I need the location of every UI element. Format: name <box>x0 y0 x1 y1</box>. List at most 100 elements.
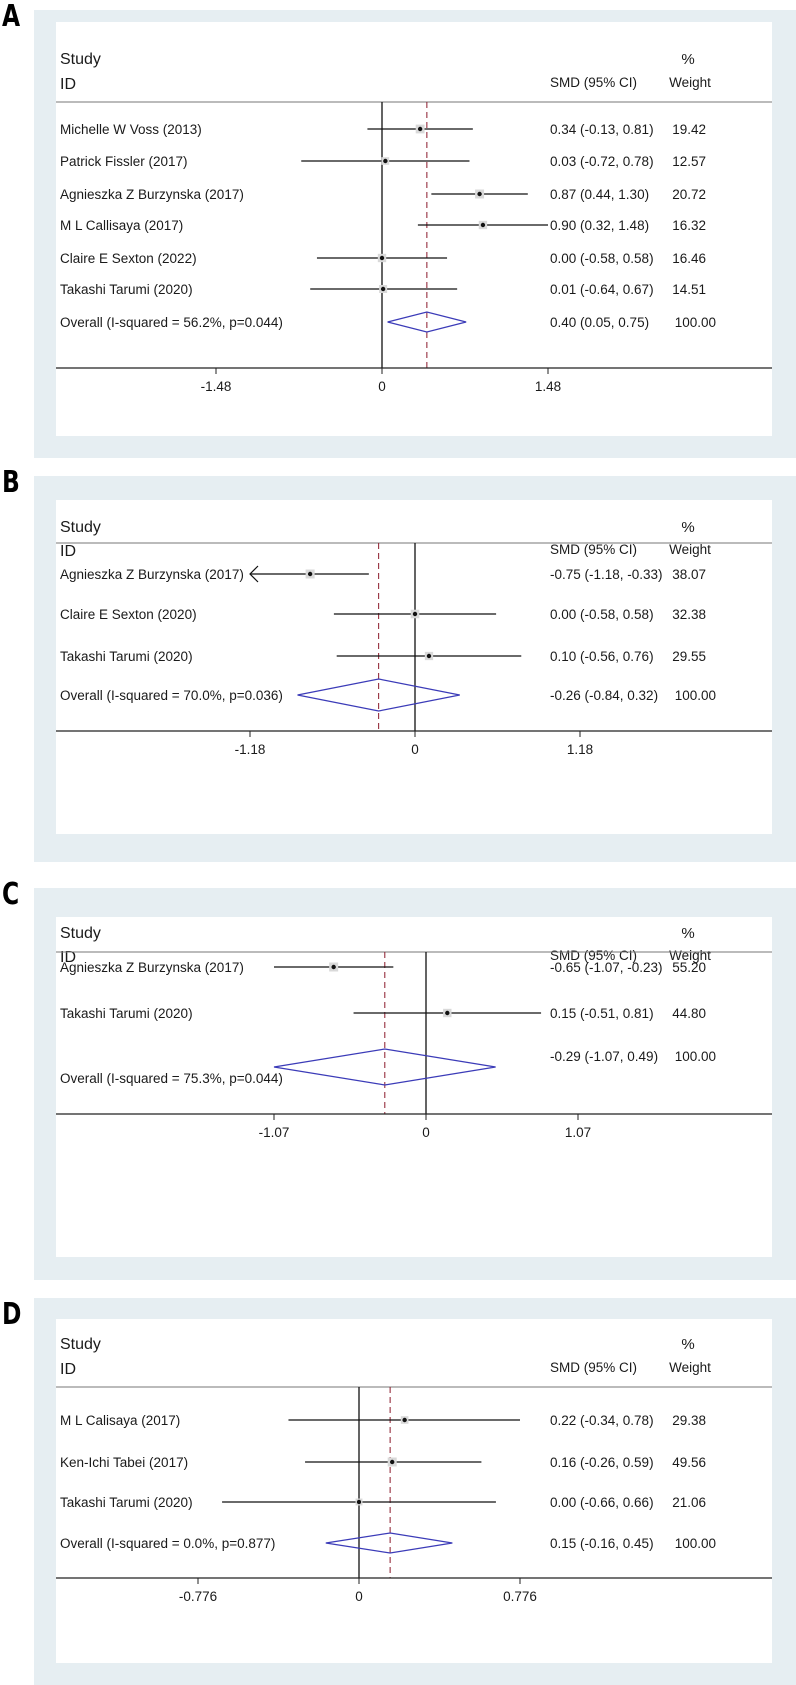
overall-ci-value: 0.40 (0.05, 0.75) <box>550 315 649 330</box>
overall-label: Overall (I-squared = 75.3%, p=0.044) <box>60 1071 283 1086</box>
smd-ci-value: 0.10 (-0.56, 0.76) <box>550 649 654 664</box>
x-tick-label: -1.48 <box>201 379 232 394</box>
point-estimate-marker <box>426 653 432 659</box>
weight-header: Weight <box>669 542 711 557</box>
study-label: Takashi Tarumi (2020) <box>60 1495 193 1510</box>
smd-ci-header: SMD (95% CI) <box>550 542 637 557</box>
percent-header: % <box>681 925 694 942</box>
study-label: Michelle W Voss (2013) <box>60 122 202 137</box>
id-header: ID <box>60 1361 76 1378</box>
weight-value: 12.57 <box>672 154 706 169</box>
id-header: ID <box>60 543 76 560</box>
point-estimate-marker <box>383 158 388 164</box>
forest-plot-a: Study ID SMD (95% CI)% Weight Michelle W Vos… <box>56 22 772 436</box>
x-tick-label: 1.18 <box>567 742 593 757</box>
overall-diamond <box>325 1532 453 1554</box>
x-tick-label: 0 <box>422 1125 430 1140</box>
point-estimate-marker <box>379 255 385 261</box>
study-header: Study <box>60 519 101 536</box>
smd-ci-value: -0.65 (-1.07, -0.23) <box>550 960 663 975</box>
point-estimate-marker <box>480 222 486 228</box>
study-label: M L Calisaya (2017) <box>60 1413 180 1428</box>
weight-value: 38.07 <box>672 567 706 582</box>
study-label: Agnieszka Z Burzynska (2017) <box>60 960 244 975</box>
x-tick-label: 1.07 <box>565 1125 591 1140</box>
weight-value: 20.72 <box>672 187 706 202</box>
smd-ci-value: 0.34 (-0.13, 0.81) <box>550 122 654 137</box>
study-label: M L Callisaya (2017) <box>60 218 183 233</box>
weight-value: 19.42 <box>672 122 706 137</box>
study-label: Agnieszka Z Burzynska (2017) <box>60 567 244 582</box>
weight-header: Weight <box>669 1360 711 1375</box>
x-tick-label: -1.18 <box>235 742 266 757</box>
point-estimate-marker <box>402 1417 407 1423</box>
smd-ci-value: 0.01 (-0.64, 0.67) <box>550 282 654 297</box>
overall-label: Overall (I-squared = 56.2%, p=0.044) <box>60 315 283 330</box>
weight-value: 14.51 <box>672 282 706 297</box>
overall-ci-value: -0.26 (-0.84, 0.32) <box>550 688 658 703</box>
smd-ci-value: 0.00 (-0.66, 0.66) <box>550 1495 654 1510</box>
smd-ci-value: -0.75 (-1.18, -0.33) <box>550 567 663 582</box>
panel-letter-c: C <box>2 877 20 912</box>
forest-plot-b-svg: Study ID SMD (95% CI)% Weight Agnieszka Z Bu… <box>56 519 772 757</box>
smd-ci-value: 0.03 (-0.72, 0.78) <box>550 154 654 169</box>
study-header: Study <box>60 925 101 942</box>
study-label: Takashi Tarumi (2020) <box>60 1006 193 1021</box>
weight-value: 29.55 <box>672 649 706 664</box>
overall-weight-value: 100.00 <box>675 1536 716 1551</box>
overall-diamond <box>273 1048 496 1086</box>
x-tick-label: -0.776 <box>179 1589 217 1604</box>
smd-ci-value: 0.00 (-0.58, 0.58) <box>550 251 654 266</box>
study-label: Takashi Tarumi (2020) <box>60 649 193 664</box>
study-label: Ken-Ichi Tabei (2017) <box>60 1455 188 1470</box>
forest-plot-a-svg: Study ID SMD (95% CI)% Weight Michelle W Vos… <box>56 51 772 394</box>
overall-label: Overall (I-squared = 70.0%, p=0.036) <box>60 688 283 703</box>
overall-label: Overall (I-squared = 0.0%, p=0.877) <box>60 1536 275 1551</box>
weight-value: 29.38 <box>672 1413 706 1428</box>
ci-truncated-arrow <box>249 565 259 583</box>
overall-diamond <box>387 311 467 333</box>
forest-plot-b: Study ID SMD (95% CI)% Weight Agnieszka Z Bu… <box>56 500 772 834</box>
x-tick-label: 0 <box>411 742 419 757</box>
panel-letter-d: D <box>2 1297 22 1332</box>
forest-plot-d-svg: Study ID SMD (95% CI)% Weight M L Calisaya (… <box>56 1336 772 1604</box>
point-estimate-marker <box>356 1499 362 1505</box>
point-estimate-marker <box>445 1010 450 1016</box>
study-label: Patrick Fissler (2017) <box>60 154 188 169</box>
smd-ci-value: 0.22 (-0.34, 0.78) <box>550 1413 654 1428</box>
weight-header: Weight <box>669 75 711 90</box>
weight-value: 16.32 <box>672 218 706 233</box>
smd-ci-value: 0.15 (-0.51, 0.81) <box>550 1006 654 1021</box>
weight-value: 32.38 <box>672 607 706 622</box>
smd-ci-header: SMD (95% CI) <box>550 1360 637 1375</box>
overall-ci-value: -0.29 (-1.07, 0.49) <box>550 1049 658 1064</box>
smd-ci-value: 0.87 (0.44, 1.30) <box>550 187 649 202</box>
point-estimate-marker <box>412 611 418 617</box>
overall-ci-value: 0.15 (-0.16, 0.45) <box>550 1536 654 1551</box>
x-tick-label: 1.48 <box>535 379 561 394</box>
weight-value: 55.20 <box>672 960 706 975</box>
overall-weight-value: 100.00 <box>675 315 716 330</box>
x-tick-label: 0.776 <box>503 1589 537 1604</box>
smd-ci-value: 0.16 (-0.26, 0.59) <box>550 1455 654 1470</box>
point-estimate-marker <box>417 126 423 132</box>
point-estimate-marker <box>331 964 336 970</box>
study-label: Agnieszka Z Burzynska (2017) <box>60 187 244 202</box>
x-tick-label: -1.07 <box>259 1125 290 1140</box>
point-estimate-marker <box>307 571 313 577</box>
id-header: ID <box>60 76 76 93</box>
weight-value: 16.46 <box>672 251 706 266</box>
point-estimate-marker <box>380 286 386 292</box>
overall-weight-value: 100.00 <box>675 688 716 703</box>
study-header: Study <box>60 1336 101 1353</box>
x-tick-label: 0 <box>378 379 386 394</box>
study-header: Study <box>60 51 101 68</box>
weight-value: 44.80 <box>672 1006 706 1021</box>
x-tick-label: 0 <box>355 1589 363 1604</box>
weight-value: 21.06 <box>672 1495 706 1510</box>
smd-ci-value: 0.00 (-0.58, 0.58) <box>550 607 654 622</box>
forest-plot-d: Study ID SMD (95% CI)% Weight M L Calisaya (… <box>56 1319 772 1663</box>
smd-ci-value: 0.90 (0.32, 1.48) <box>550 218 649 233</box>
study-label: Takashi Tarumi (2020) <box>60 282 193 297</box>
